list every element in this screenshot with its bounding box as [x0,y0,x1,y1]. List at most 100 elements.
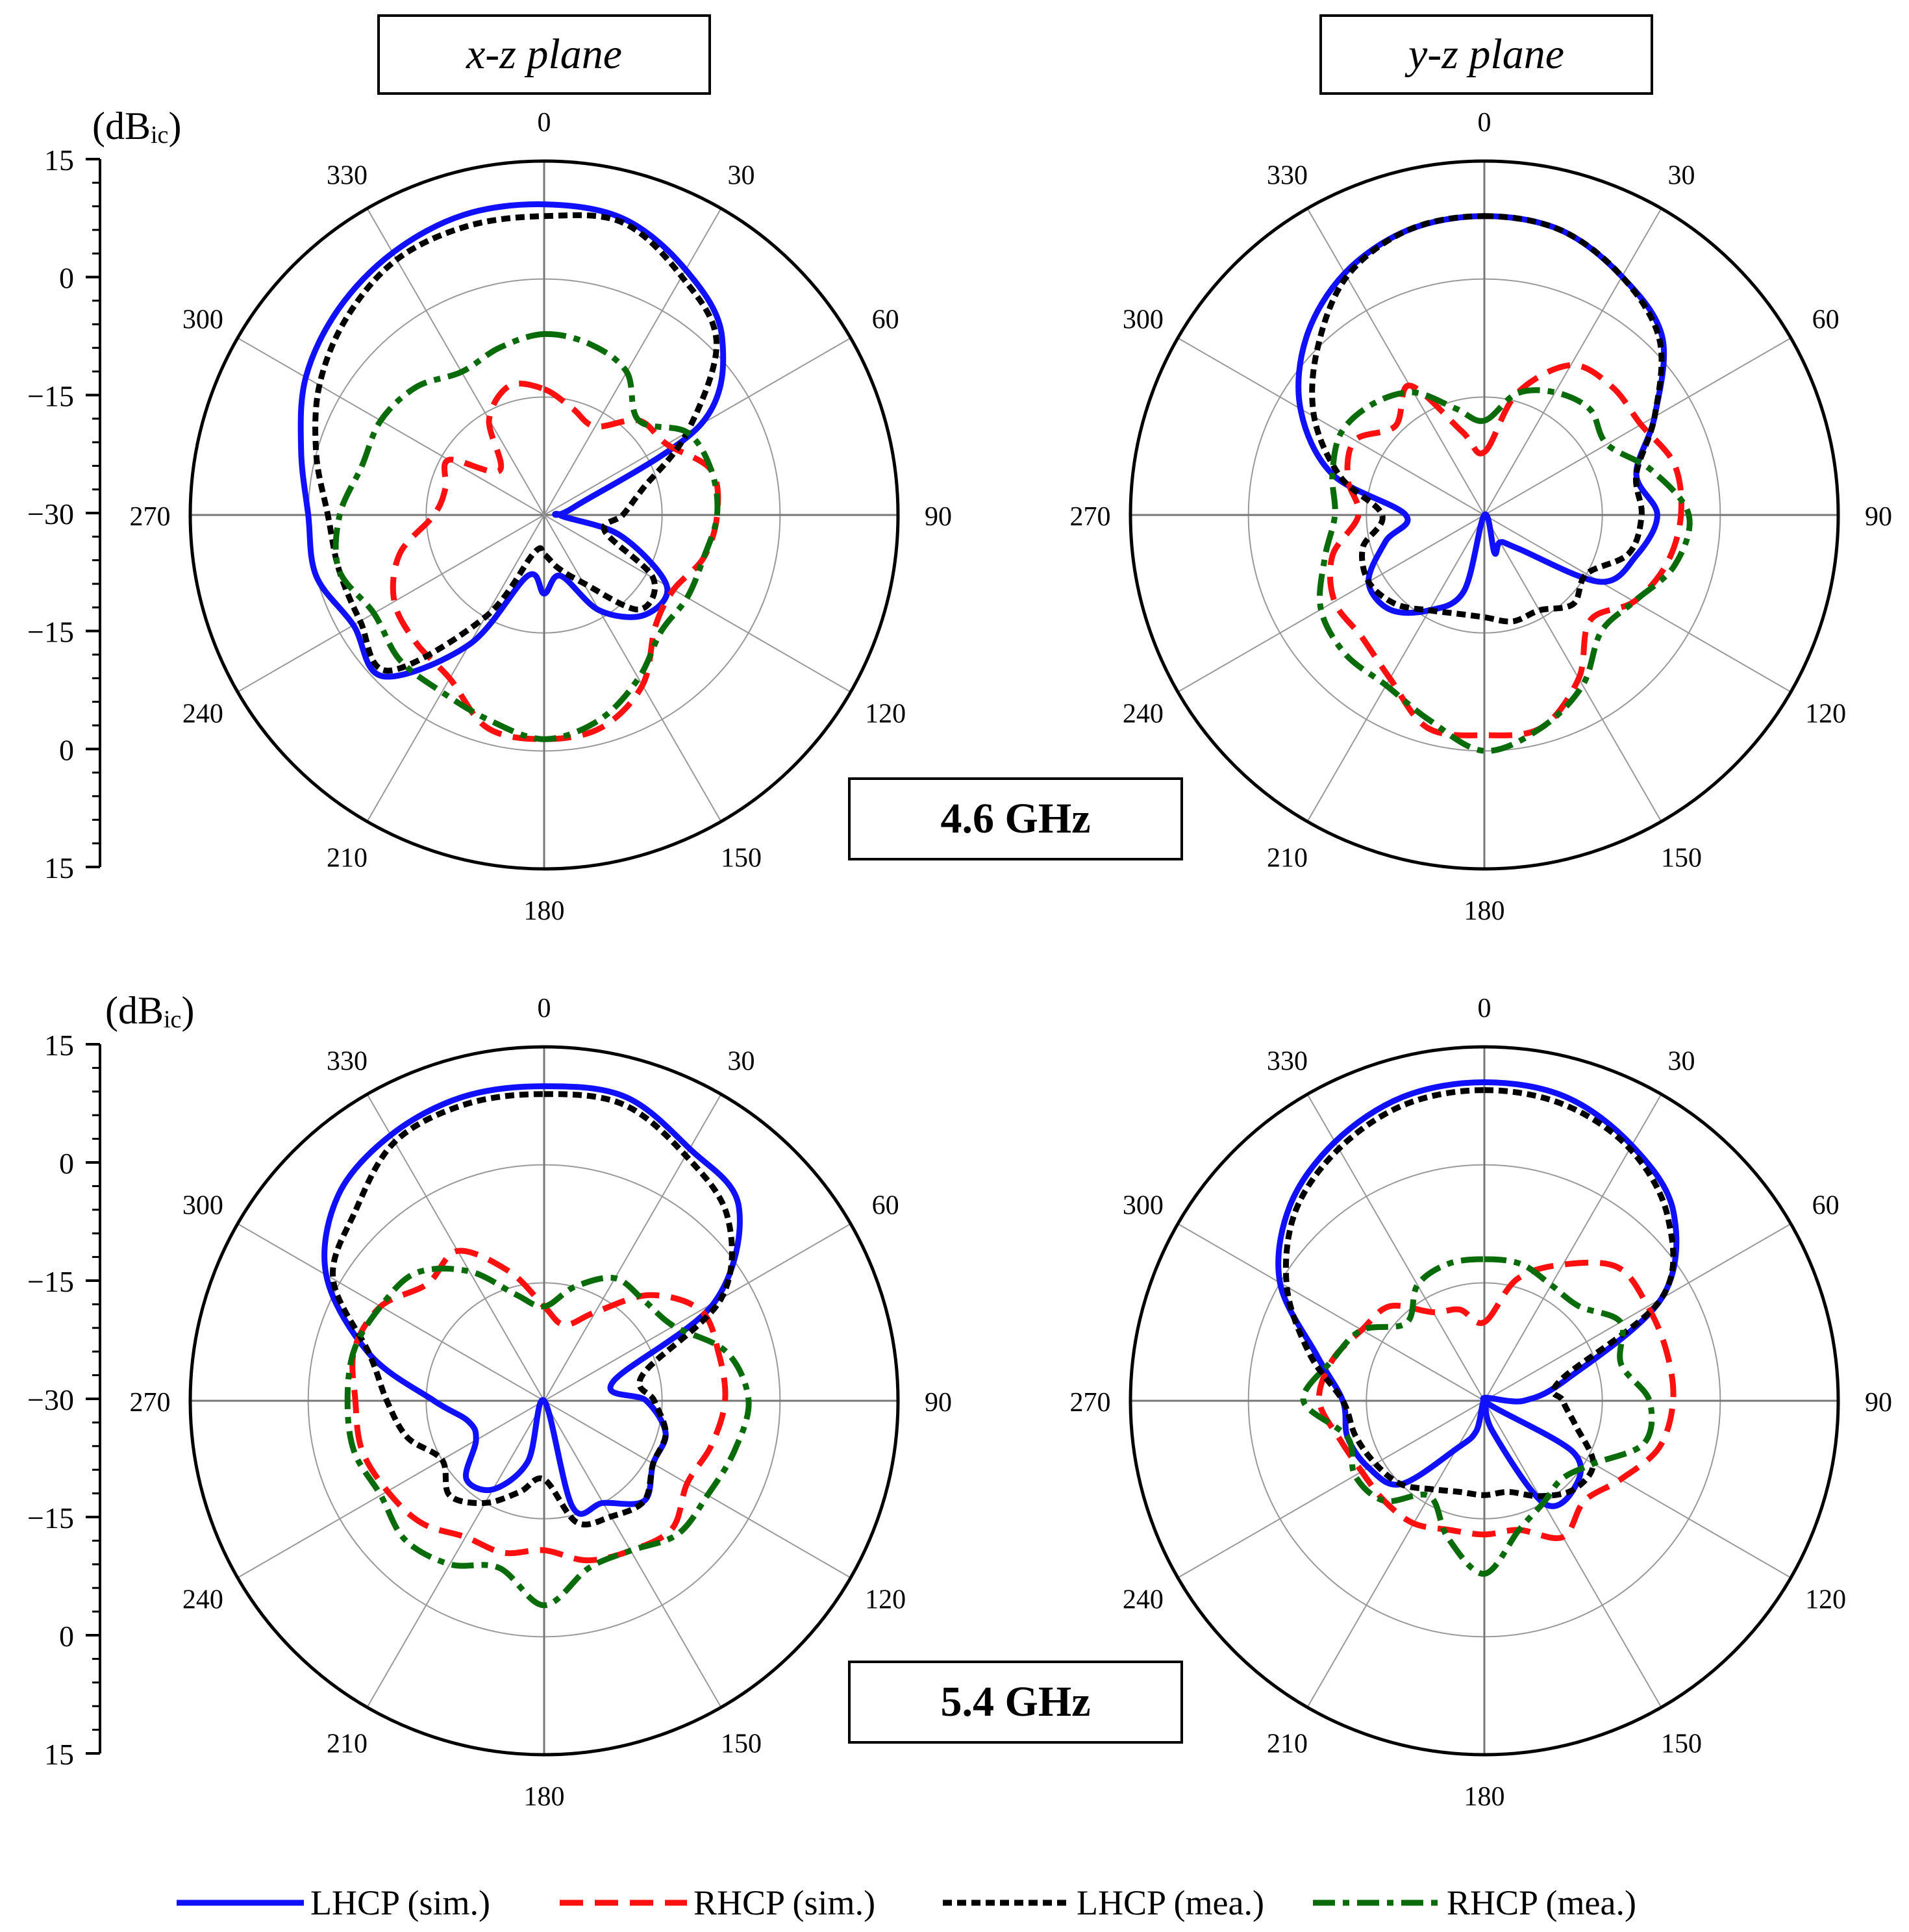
series-line-lhcp-mea [1309,213,1665,625]
angle-tick-label: 120 [1805,1585,1846,1615]
radial-scale-2: 15 0 −15 −30 −15 0 15 [27,1029,101,1771]
angle-tick-label: 240 [182,699,223,729]
legend-item-rhcp-sim: RHCP (sim.) [558,1880,875,1926]
angle-tick-label: 60 [872,1191,899,1221]
radial-scale-tick-label: 0 [59,1147,74,1180]
radial-scale-tick-label: 15 [44,144,74,177]
angle-tick-label: 300 [1123,305,1164,335]
series-line-rhcp-sim [1327,362,1684,738]
angle-tick-label: 90 [1865,502,1892,532]
outer-circle [1129,1045,1840,1757]
radial-scale-tick-label: 15 [44,851,74,884]
angle-tick-label: 210 [1267,1729,1308,1759]
angle-tick-label: 270 [1070,1388,1111,1418]
angle-tick-label: 180 [524,1782,565,1812]
angle-tick-label: 150 [1661,844,1702,873]
angle-tick-label: 210 [327,844,368,873]
angle-tick-label: 240 [182,1585,223,1615]
legend-item-rhcp-mea: RHCP (mea.) [1312,1880,1636,1926]
outer-circle [1129,159,1840,871]
series-line-rhcp-mea [1300,1256,1655,1577]
unit-label-bottom: (dBic) [105,989,195,1033]
radial-scale-tick-label: 0 [59,262,74,295]
radial-scale-1: 15 0 −15 −30 −15 0 15 [27,144,101,884]
angle-tick-label: 180 [524,896,565,926]
angle-tick-label: 90 [925,1388,952,1418]
angle-tick-label: 300 [1123,1191,1164,1221]
angle-tick-label: 120 [1805,699,1846,729]
angle-tick-label: 150 [721,844,762,873]
outer-circle [188,159,900,871]
series-line-lhcp-mea [1282,1087,1677,1499]
angle-tick-label: 120 [865,699,906,729]
angle-tick-label: 240 [1123,699,1164,729]
angle-tick-label: 210 [327,1729,368,1759]
radial-scale-tick-label: −15 [27,616,74,649]
polar-panel-4: 0 30 60 90 120 150 180 210 240 270 300 330 [1070,994,1893,1812]
angle-tick-label: 270 [130,502,171,532]
radial-scale-tick-label: −15 [27,1501,74,1535]
angle-tick-label: 270 [130,1388,171,1418]
angle-tick-label: 330 [327,160,368,190]
angle-tick-label: 30 [1668,1046,1695,1076]
angle-tick-label: 30 [728,1046,755,1076]
angle-tick-label: 180 [1464,896,1505,926]
series-line-rhcp-mea [332,331,721,742]
legend-item-lhcp-sim: LHCP (sim.) [175,1880,490,1926]
angle-tick-label: 60 [872,305,899,335]
series-line-rhcp-mea [344,1265,752,1609]
angle-tick-label: 150 [1661,1729,1702,1759]
angle-tick-label: 90 [1865,1388,1892,1418]
legend: LHCP (sim.) RHCP (sim.) LHCP (mea.) RHCP… [175,1880,1734,1926]
plane-title-yz: y-z plane [1319,14,1653,95]
angle-tick-label: 90 [925,502,952,532]
angle-tick-label: 30 [728,160,755,190]
legend-line-dotted-icon [943,1900,1070,1906]
radial-scale-tick-label: 0 [59,1620,74,1653]
polar-panel-1: 0 30 60 90 120 150 180 210 240 270 300 330 [130,108,953,926]
radial-scale-tick-label: 0 [59,733,74,766]
angle-tick-label: 240 [1123,1585,1164,1615]
angle-tick-label: 60 [1812,1191,1840,1221]
angle-tick-label: 180 [1464,1782,1505,1812]
series-line-lhcp-mea [330,1091,735,1528]
angle-tick-label: 330 [1267,160,1308,190]
angle-tick-label: 0 [1478,108,1491,138]
legend-line-solid-icon [177,1900,304,1906]
radial-scale-tick-label: −15 [27,1265,74,1298]
angle-tick-label: 60 [1812,305,1840,335]
angle-tick-label: 300 [182,305,223,335]
radial-scale-tick-label: −15 [27,379,74,412]
radial-scale-tick-label: −30 [27,1383,74,1416]
series-line-lhcp-mea [312,212,720,674]
series-line-rhcp-sim [390,381,721,742]
angle-tick-label: 300 [182,1191,223,1221]
radial-scale-tick-label: 15 [44,1029,74,1062]
unit-label-top: (dBic) [92,105,182,149]
angle-tick-label: 270 [1070,502,1111,532]
angle-tick-label: 330 [327,1046,368,1076]
frequency-label-top: 4.6 GHz [848,777,1183,860]
legend-line-dashdot-icon [1313,1900,1440,1906]
radial-scale-tick-label: −30 [27,497,74,531]
angle-tick-label: 0 [538,108,551,138]
polar-panel-3: 0 30 60 90 120 150 180 210 240 270 300 330 [130,994,953,1812]
series-line-lhcp-sim [297,201,727,680]
angle-tick-label: 30 [1668,160,1695,190]
plane-title-xz: x-z plane [377,14,711,95]
radial-scale-tick-label: 15 [44,1738,74,1771]
angle-tick-label: 120 [865,1585,906,1615]
angle-tick-label: 150 [721,1729,762,1759]
series-line-rhcp-sim [349,1248,729,1564]
polar-panel-2: 0 30 60 90 120 150 180 210 240 270 300 330 [1070,108,1893,926]
angle-tick-label: 0 [1478,994,1491,1023]
legend-line-dashed-icon [560,1900,687,1906]
angle-tick-label: 330 [1267,1046,1308,1076]
angle-tick-label: 0 [538,994,551,1023]
grid-spoke [366,208,722,822]
angle-tick-label: 210 [1267,844,1308,873]
outer-circle [188,1045,900,1757]
frequency-label-bottom: 5.4 GHz [848,1661,1183,1744]
legend-item-lhcp-mea: LHCP (mea.) [942,1880,1264,1926]
